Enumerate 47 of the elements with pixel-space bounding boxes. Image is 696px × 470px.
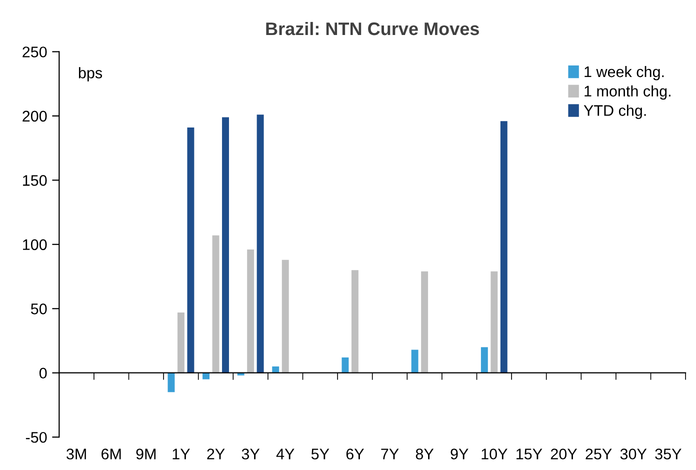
- bar: [351, 270, 358, 373]
- x-tick-label: 3M: [66, 448, 86, 460]
- bar: [177, 312, 184, 373]
- annotation: bps: [78, 67, 102, 82]
- bar: [187, 127, 194, 373]
- x-tick-label: 6Y: [346, 448, 364, 460]
- x-tick-label: 25Y: [586, 448, 612, 460]
- x-tick-label: 3Y: [242, 448, 260, 460]
- bar: [272, 366, 280, 373]
- x-tick-label: 7Y: [381, 448, 399, 460]
- y-tick-label: 150: [23, 175, 47, 186]
- x-tick-label: 30Y: [620, 448, 647, 460]
- y-tick-label: 50: [30, 304, 47, 314]
- bar: [342, 357, 349, 373]
- bar: [202, 372, 210, 380]
- x-tick-label: 4Y: [276, 448, 294, 460]
- bar: [490, 271, 498, 373]
- bar: [480, 347, 488, 373]
- chart-title: Brazil: NTN Curve Moves: [266, 22, 479, 36]
- x-tick-label: 8Y: [416, 448, 434, 460]
- x-tick-label: 5Y: [311, 448, 330, 460]
- y-tick-label: 250: [22, 46, 47, 58]
- y-tick-label: 0: [39, 368, 47, 379]
- x-tick-label: 1Y: [172, 448, 190, 460]
- bar: [222, 117, 229, 373]
- bar: [247, 250, 254, 373]
- legend-label: 1 month chg.: [584, 85, 670, 100]
- bar: [411, 350, 418, 373]
- y-tick-label: -50: [26, 432, 47, 443]
- x-tick-label: 6M: [102, 448, 121, 460]
- x-tick-label: 2Y: [207, 448, 225, 460]
- y-tick-label: 100: [23, 239, 47, 250]
- x-tick-label: 10Y: [482, 448, 508, 460]
- legend-label: 1 week chg.: [584, 66, 664, 80]
- x-tick-label: 9Y: [450, 448, 468, 460]
- legend-label: YTD chg.: [584, 104, 646, 119]
- bar: [421, 271, 428, 373]
- bar: [282, 260, 289, 373]
- bar: [168, 372, 175, 392]
- x-tick-label: 9M: [136, 448, 156, 460]
- x-tick-label: 15Y: [516, 448, 542, 460]
- bar: [256, 114, 264, 373]
- bar: [500, 121, 508, 373]
- bar: [212, 235, 220, 373]
- y-tick-label: 200: [22, 110, 47, 122]
- x-tick-label: 20Y: [550, 448, 578, 460]
- x-tick-label: 35Y: [655, 448, 682, 460]
